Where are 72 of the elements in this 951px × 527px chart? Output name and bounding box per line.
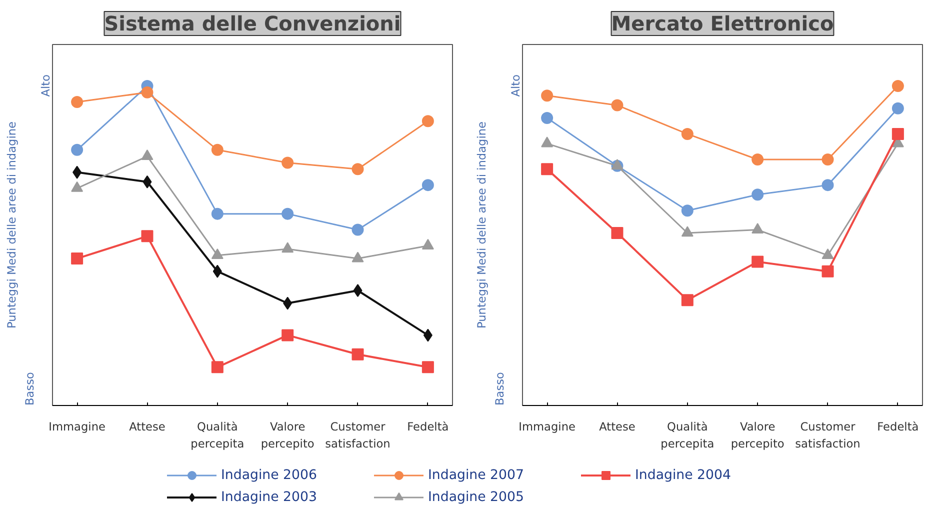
point [211,208,224,220]
point [681,294,694,306]
point [822,179,834,192]
point [611,226,624,239]
point [541,90,554,102]
x-tick-label: Fedeltà [877,420,919,434]
point [282,242,294,253]
point [141,86,154,98]
point [423,328,432,342]
point [422,115,434,128]
annotation: Alto [38,74,52,97]
point [211,144,224,156]
point [892,128,904,140]
point [422,179,434,192]
point [681,204,694,217]
point [541,163,554,176]
point [611,99,624,112]
point [282,208,294,220]
legend-label: Indagine 2007 [428,468,525,482]
x-tick-label: Fedeltà [407,420,449,434]
x-tick-label: Qualità percepita [660,420,714,450]
point [681,226,694,237]
point [752,154,764,166]
point [211,361,224,374]
point [352,163,364,176]
x-tick-label: Attese [599,420,636,434]
x-tick-label: Attese [129,420,166,434]
point [352,252,364,262]
point [752,188,764,201]
point [352,224,364,236]
chart-title: Sistema delle Convenzioni [104,12,401,36]
point [352,348,364,360]
point [822,248,834,260]
point [541,136,554,148]
x-tick-label: Customer satisfaction [325,420,390,450]
x-tick-label: Immagine [518,420,576,434]
point [752,222,764,234]
text: Basso [22,372,36,406]
point [282,329,294,342]
point [681,128,694,140]
x-tick-label: Customer satisfaction [795,420,860,450]
point [822,265,834,278]
legend-label: Indagine 2005 [428,490,525,504]
point [282,156,294,169]
point [72,166,82,179]
annotation: Alto [508,74,522,97]
point [71,252,84,265]
point [892,80,904,92]
chart-title: Mercato Elettronico [611,12,834,36]
point [71,144,84,156]
x-tick-label: Qualità percepita [190,420,244,450]
point [141,230,154,242]
point [283,296,292,310]
point [71,96,84,108]
point [212,264,222,278]
x-tick-label: Immagine [48,420,106,434]
point [422,361,434,374]
legend-label: Indagine 2004 [635,468,732,482]
point [822,154,834,166]
y-axis-title: Punteggi Medi delle aree di indagine [4,121,18,329]
point [541,112,554,124]
x-tick-label: Valore percepito [730,420,784,450]
legend-label: Indagine 2003 [221,490,318,504]
legend-label: Indagine 2006 [221,468,318,482]
point [353,284,362,297]
point [892,102,904,114]
text: Basso [492,372,506,406]
y-axis-title: Punteggi Medi delle aree di indagine [474,121,488,329]
point [211,248,224,260]
point [752,256,764,268]
point [142,175,152,188]
x-tick-label: Valore percepito [260,420,314,450]
